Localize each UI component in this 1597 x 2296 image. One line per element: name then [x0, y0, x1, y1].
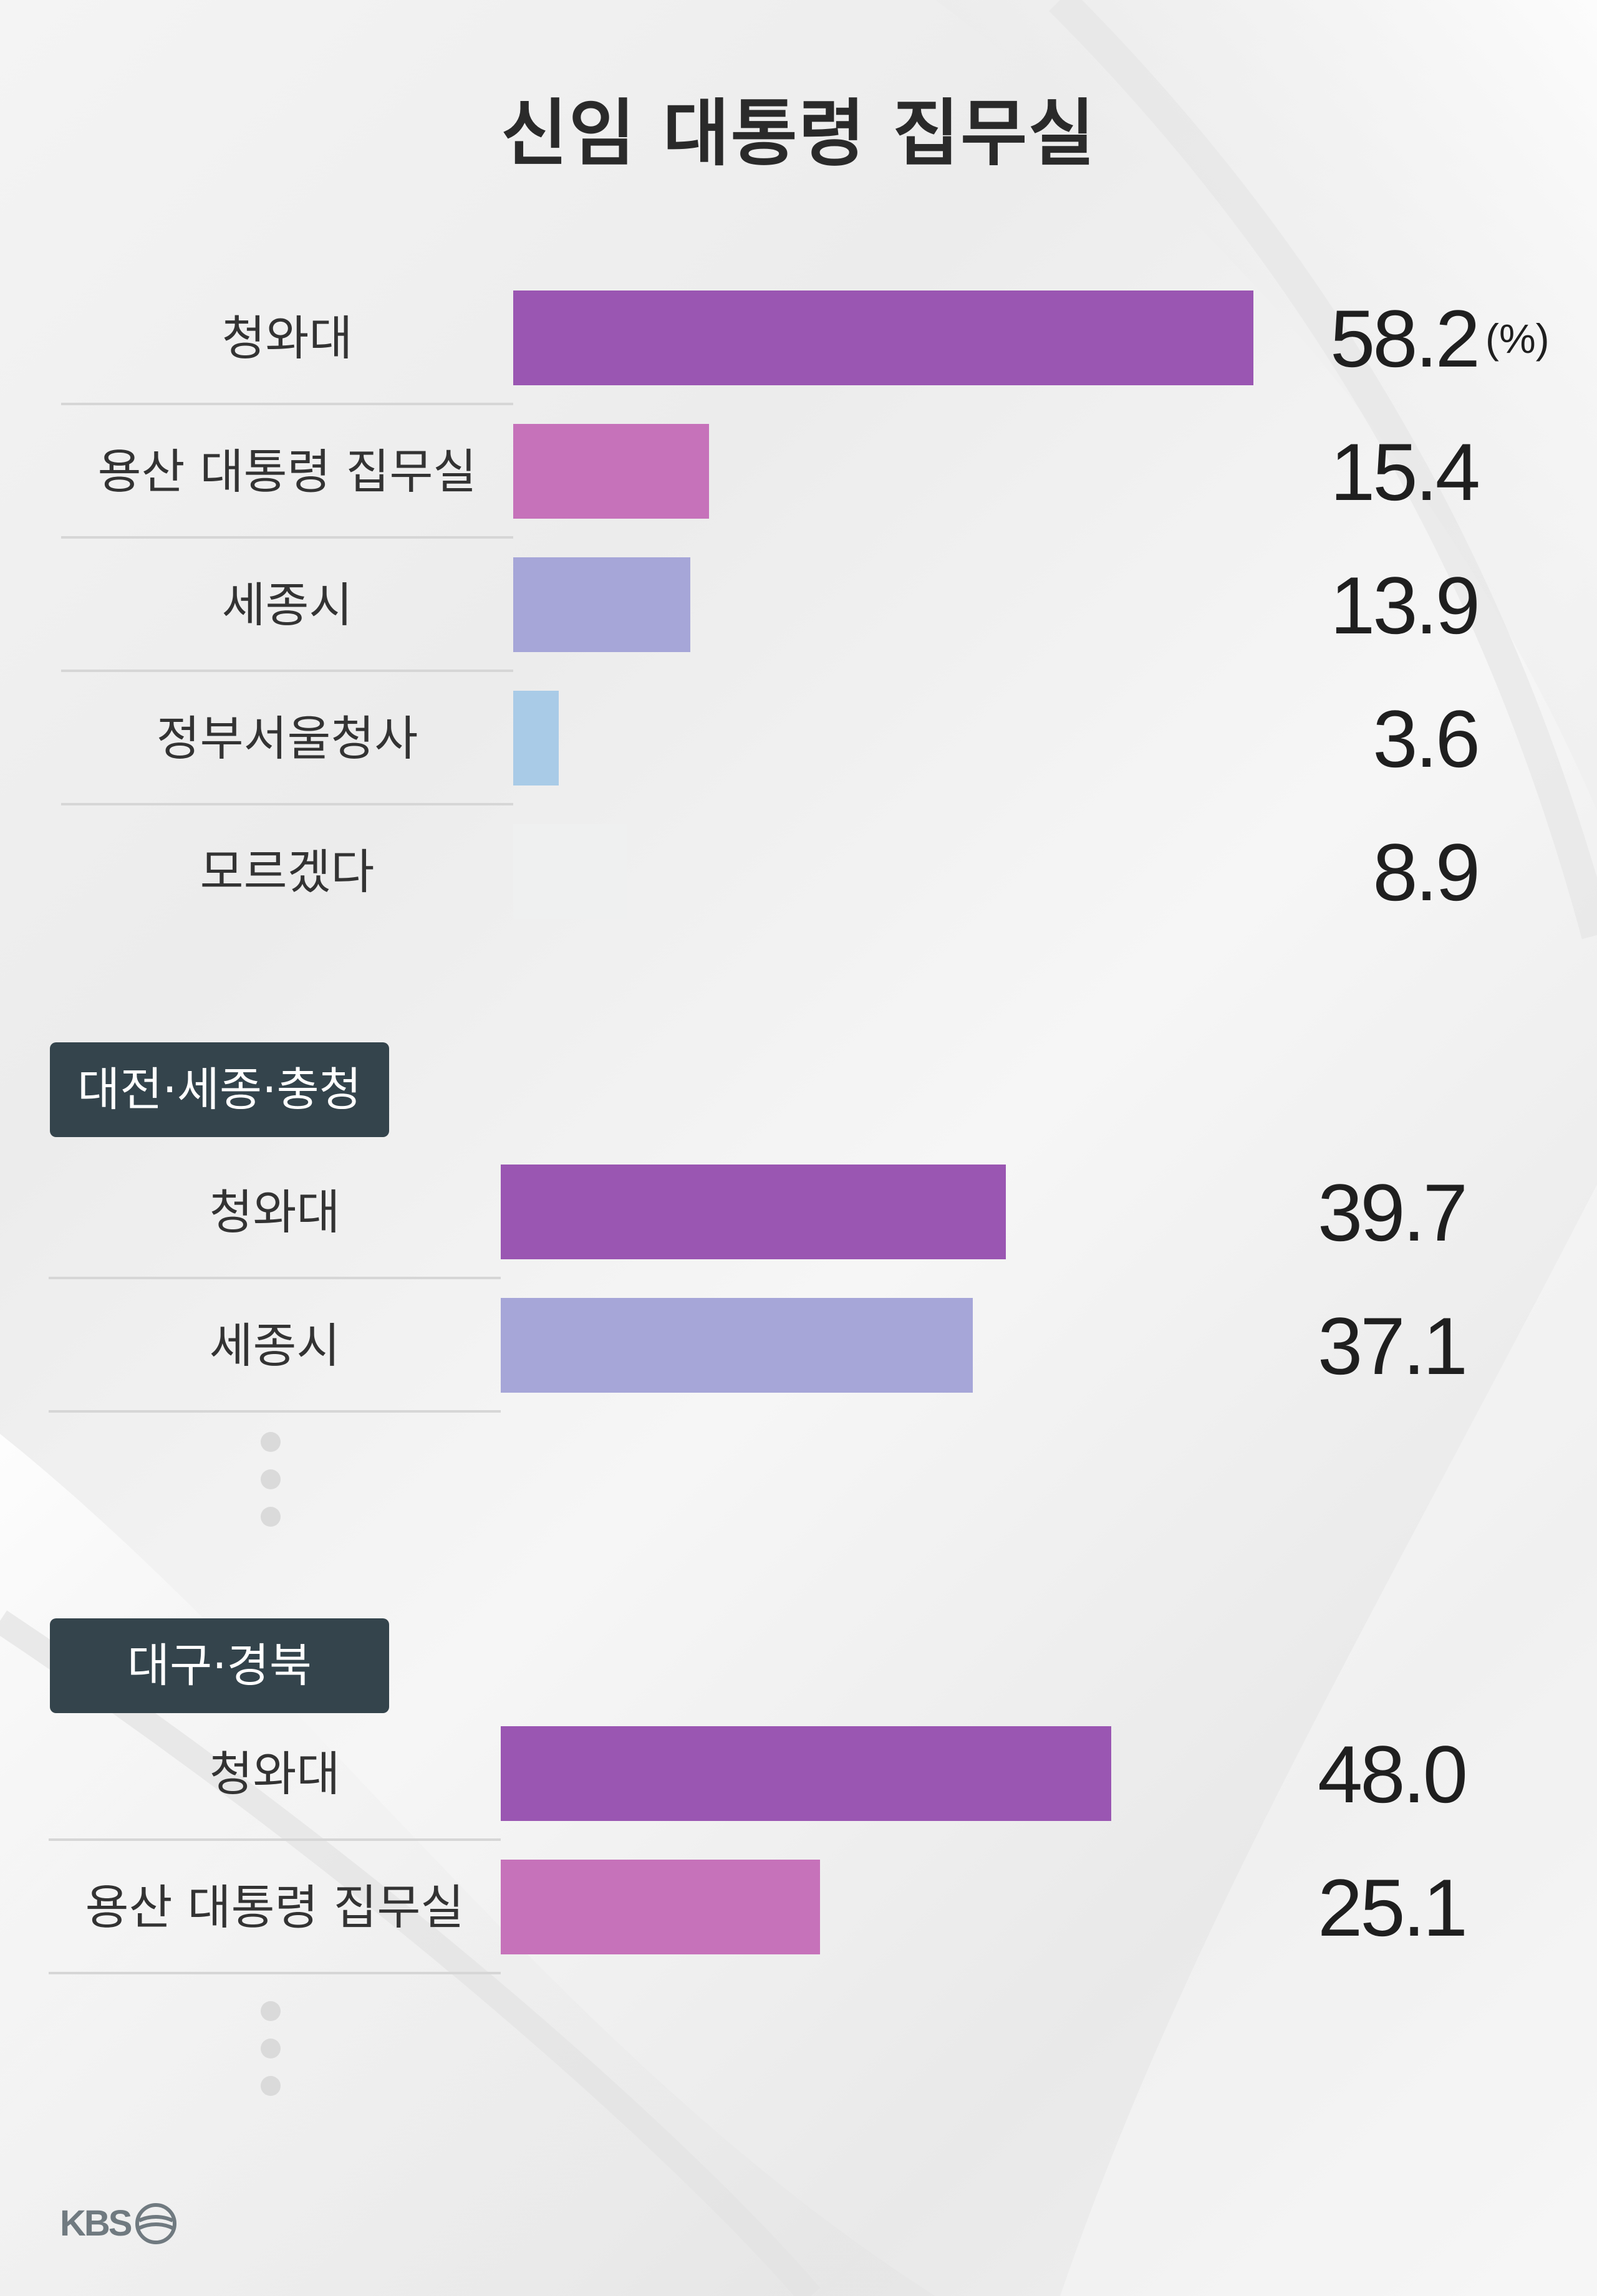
row-separator	[49, 1410, 501, 1413]
bar	[513, 291, 1253, 385]
chart-title: 신임 대통령 집무실	[501, 92, 1096, 176]
category-label: 정부서울청사	[156, 711, 418, 766]
row-separator	[49, 1838, 501, 1841]
row-separator	[49, 1972, 501, 1974]
category-label: 용산 대통령 집무실	[85, 1880, 465, 1935]
bar-row: 청와대 48.0	[0, 1708, 1597, 1841]
value-label: 39.7	[1317, 1167, 1468, 1258]
value-label: 13.9	[1329, 560, 1480, 651]
region-label: 대구·경북	[50, 1618, 389, 1713]
bar	[501, 1726, 1111, 1821]
category-label: 모르겠다	[200, 844, 375, 900]
value-label: 58.2	[1329, 293, 1480, 384]
category-label: 청와대	[209, 1746, 340, 1802]
value-label: 3.6	[1373, 693, 1480, 784]
ellipsis-dot	[261, 2001, 281, 2021]
ellipsis-dots	[261, 2001, 282, 2113]
row-separator	[49, 1277, 501, 1279]
row-separator	[61, 403, 513, 405]
ellipsis-dot	[261, 1469, 281, 1489]
bar-row: 청와대 39.7	[0, 1146, 1597, 1279]
ellipsis-dots	[261, 1432, 282, 1544]
row-separator	[61, 803, 513, 805]
kbs-logo: KBS	[60, 2202, 178, 2246]
row-separator	[61, 670, 513, 672]
bar-row: 청와대 58.2 (%)	[0, 272, 1597, 405]
bar-row: 세종시 13.9	[0, 539, 1597, 672]
ellipsis-dot	[261, 2039, 281, 2058]
bar-row: 용산 대통령 집무실 25.1	[0, 1841, 1597, 1974]
value-label: 15.4	[1329, 426, 1480, 517]
region-label: 대전·세종·충청	[50, 1042, 389, 1137]
bar	[501, 1165, 1006, 1259]
bar	[513, 691, 559, 785]
ellipsis-dot	[261, 1507, 281, 1527]
bar-row: 세종시 37.1	[0, 1279, 1597, 1413]
row-separator	[61, 536, 513, 539]
category-label: 용산 대통령 집무실	[97, 444, 477, 499]
bar	[501, 1860, 820, 1954]
value-label: 25.1	[1317, 1862, 1468, 1953]
category-label: 청와대	[221, 310, 353, 366]
logo-text: KBS	[60, 2203, 132, 2244]
ellipsis-dot	[261, 2076, 281, 2096]
bar	[513, 557, 690, 652]
bar	[513, 824, 627, 919]
bar-row: 모르겠다 8.9	[0, 805, 1597, 939]
bar-row: 정부서울청사 3.6	[0, 672, 1597, 805]
bar-row: 용산 대통령 집무실 15.4	[0, 405, 1597, 539]
bar	[501, 1298, 973, 1393]
category-label: 청와대	[209, 1184, 340, 1240]
bar	[513, 424, 709, 519]
value-label: 8.9	[1373, 827, 1480, 918]
value-label: 37.1	[1317, 1300, 1468, 1391]
kbs-logo-icon	[135, 2203, 177, 2244]
value-label: 48.0	[1317, 1729, 1468, 1820]
category-label: 세종시	[221, 577, 353, 633]
unit-label: (%)	[1485, 315, 1550, 362]
category-label: 세종시	[209, 1318, 340, 1373]
ellipsis-dot	[261, 1432, 281, 1452]
